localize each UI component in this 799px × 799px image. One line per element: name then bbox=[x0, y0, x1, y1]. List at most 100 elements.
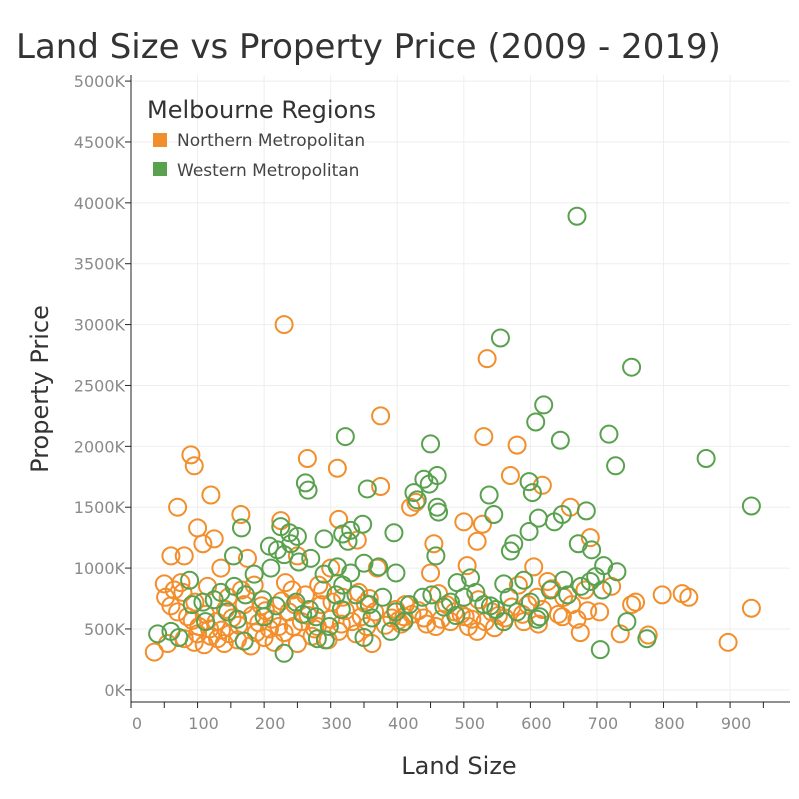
point-western-metropolitan bbox=[528, 508, 548, 528]
point-western-metropolitan bbox=[522, 483, 542, 503]
x-axis-title: Land Size bbox=[401, 752, 516, 780]
point-northern-metropolitan bbox=[371, 477, 391, 497]
point-northern-metropolitan bbox=[622, 595, 642, 615]
point-western-metropolitan bbox=[244, 564, 264, 584]
point-western-metropolitan bbox=[319, 617, 339, 637]
point-western-metropolitan bbox=[353, 514, 373, 534]
point-western-metropolitan bbox=[274, 643, 294, 663]
point-northern-metropolitan bbox=[282, 580, 302, 600]
point-northern-metropolitan bbox=[181, 445, 201, 465]
point-western-metropolitan bbox=[381, 621, 401, 641]
legend-swatch-northern bbox=[153, 133, 167, 147]
point-western-metropolitan bbox=[369, 557, 389, 577]
point-northern-metropolitan bbox=[455, 607, 475, 627]
x-tick-label: 100 bbox=[188, 714, 219, 733]
y-axis-title: Property Price bbox=[26, 305, 54, 473]
point-western-metropolitan bbox=[254, 607, 274, 627]
point-western-metropolitan bbox=[414, 469, 434, 489]
point-western-metropolitan bbox=[218, 602, 238, 622]
point-northern-metropolitan bbox=[305, 619, 325, 639]
point-western-metropolitan bbox=[274, 545, 294, 565]
point-northern-metropolitan bbox=[168, 497, 188, 517]
point-western-metropolitan bbox=[554, 570, 574, 590]
point-northern-metropolitan bbox=[231, 505, 251, 525]
point-northern-metropolitan bbox=[208, 629, 228, 649]
point-western-metropolitan bbox=[558, 585, 578, 605]
point-western-metropolitan bbox=[196, 612, 216, 632]
point-western-metropolitan bbox=[441, 592, 461, 612]
point-western-metropolitan bbox=[494, 574, 514, 594]
point-western-metropolitan bbox=[394, 612, 414, 632]
point-western-metropolitan bbox=[261, 558, 281, 578]
point-northern-metropolitan bbox=[567, 609, 587, 629]
point-western-metropolitan bbox=[617, 612, 637, 632]
point-western-metropolitan bbox=[599, 424, 619, 444]
point-northern-metropolitan bbox=[371, 406, 391, 426]
point-northern-metropolitan bbox=[327, 458, 347, 478]
point-western-metropolitan bbox=[571, 576, 591, 596]
point-western-metropolitan bbox=[607, 562, 627, 582]
point-western-metropolitan bbox=[354, 553, 374, 573]
point-western-metropolitan bbox=[454, 587, 474, 607]
point-northern-metropolitan bbox=[457, 556, 477, 576]
point-western-metropolitan bbox=[386, 563, 406, 583]
point-northern-metropolitan bbox=[331, 614, 351, 634]
point-western-metropolitan bbox=[696, 449, 716, 469]
point-western-metropolitan bbox=[567, 206, 587, 226]
point-western-metropolitan bbox=[520, 592, 540, 612]
point-western-metropolitan bbox=[331, 599, 351, 619]
point-northern-metropolitan bbox=[144, 642, 164, 662]
point-northern-metropolitan bbox=[508, 575, 528, 595]
point-northern-metropolitan bbox=[741, 598, 761, 618]
point-western-metropolitan bbox=[527, 609, 547, 629]
point-northern-metropolitan bbox=[454, 512, 474, 532]
point-northern-metropolitan bbox=[570, 623, 590, 643]
point-northern-metropolitan bbox=[237, 548, 257, 568]
point-northern-metropolitan bbox=[652, 585, 672, 605]
point-western-metropolitan bbox=[354, 627, 374, 647]
point-western-metropolitan bbox=[373, 587, 393, 607]
point-northern-metropolitan bbox=[329, 509, 349, 529]
point-northern-metropolitan bbox=[580, 528, 600, 548]
point-northern-metropolitan bbox=[507, 435, 527, 455]
point-northern-metropolitan bbox=[321, 558, 341, 578]
point-northern-metropolitan bbox=[211, 558, 231, 578]
point-northern-metropolitan bbox=[548, 604, 568, 624]
point-western-metropolitan bbox=[224, 546, 244, 566]
point-northern-metropolitan bbox=[168, 602, 188, 622]
point-western-metropolitan bbox=[148, 624, 168, 644]
point-western-metropolitan bbox=[315, 630, 335, 650]
point-western-metropolitan bbox=[193, 592, 213, 612]
point-northern-metropolitan bbox=[474, 427, 494, 447]
y-tick-label: 0K bbox=[104, 681, 125, 700]
point-northern-metropolitan bbox=[259, 619, 279, 639]
point-western-metropolitan bbox=[234, 631, 254, 651]
point-western-metropolitan bbox=[490, 328, 510, 348]
point-western-metropolitan bbox=[314, 529, 334, 549]
point-western-metropolitan bbox=[622, 357, 642, 377]
point-western-metropolitan bbox=[479, 485, 499, 505]
point-northern-metropolitan bbox=[484, 618, 504, 638]
legend-label-northern: Northern Metropolitan bbox=[177, 131, 365, 151]
point-western-metropolitan bbox=[429, 502, 449, 522]
point-northern-metropolitan bbox=[161, 546, 181, 566]
y-tick-label: 2500K bbox=[74, 376, 126, 395]
point-northern-metropolitan bbox=[552, 607, 572, 627]
point-western-metropolitan bbox=[534, 395, 554, 415]
point-western-metropolitan bbox=[500, 541, 520, 561]
point-northern-metropolitan bbox=[626, 592, 646, 612]
y-tick-label: 4500K bbox=[74, 133, 126, 152]
point-northern-metropolitan bbox=[349, 582, 369, 602]
point-western-metropolitan bbox=[231, 518, 251, 538]
y-tick-label: 4000K bbox=[74, 194, 126, 213]
point-northern-metropolitan bbox=[174, 546, 194, 566]
point-northern-metropolitan bbox=[297, 449, 317, 469]
x-tick-label: 600 bbox=[521, 714, 552, 733]
point-northern-metropolitan bbox=[171, 573, 191, 593]
point-western-metropolitan bbox=[519, 472, 539, 492]
point-western-metropolitan bbox=[384, 523, 404, 543]
point-northern-metropolitan bbox=[204, 529, 224, 549]
point-northern-metropolitan bbox=[718, 632, 738, 652]
point-western-metropolitan bbox=[590, 640, 610, 660]
